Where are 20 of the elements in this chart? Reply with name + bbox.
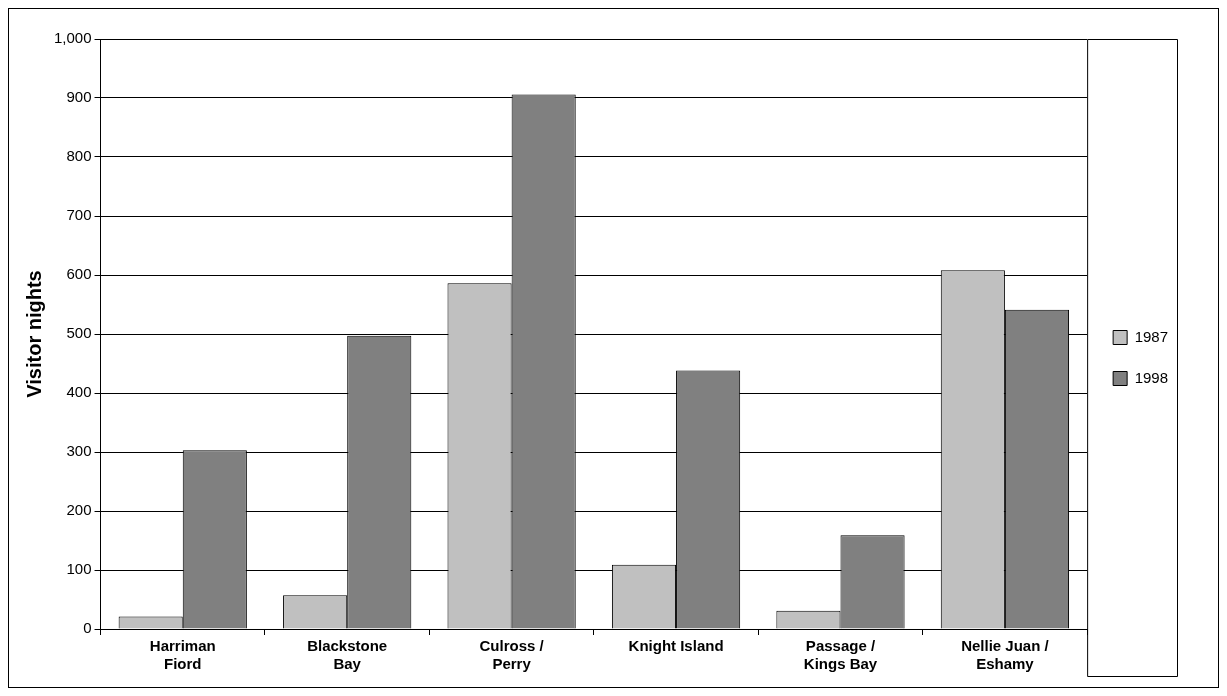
y-tick-label: 0 xyxy=(83,619,92,637)
y-tick-label: 400 xyxy=(66,383,92,401)
x-tick-label: Nellie Juan / Eshamy xyxy=(961,637,1050,673)
x-tick-label: Passage / Kings Bay xyxy=(803,637,878,673)
x-tick-label: Blackstone Bay xyxy=(307,637,388,673)
y-tick-label: 500 xyxy=(66,324,92,342)
x-tick-label: Culross / Perry xyxy=(479,637,545,673)
y-tick-label: 300 xyxy=(66,442,92,460)
legend-label: 1987 xyxy=(1134,327,1169,345)
y-tick-label: 700 xyxy=(66,206,92,224)
y-tick-label: 800 xyxy=(66,147,92,165)
y-tick-label: 600 xyxy=(66,265,92,283)
y-tick-label: 1,000 xyxy=(53,29,92,47)
legend-label: 1998 xyxy=(1134,368,1169,386)
y-tick-label: 100 xyxy=(66,560,92,578)
y-axis-title: Visitor nights xyxy=(22,270,45,398)
x-tick-label: Knight Island xyxy=(628,637,724,655)
y-tick-label: 200 xyxy=(66,501,92,519)
y-tick-label: 900 xyxy=(66,88,92,106)
x-tick-label: Harriman Fiord xyxy=(149,637,216,673)
